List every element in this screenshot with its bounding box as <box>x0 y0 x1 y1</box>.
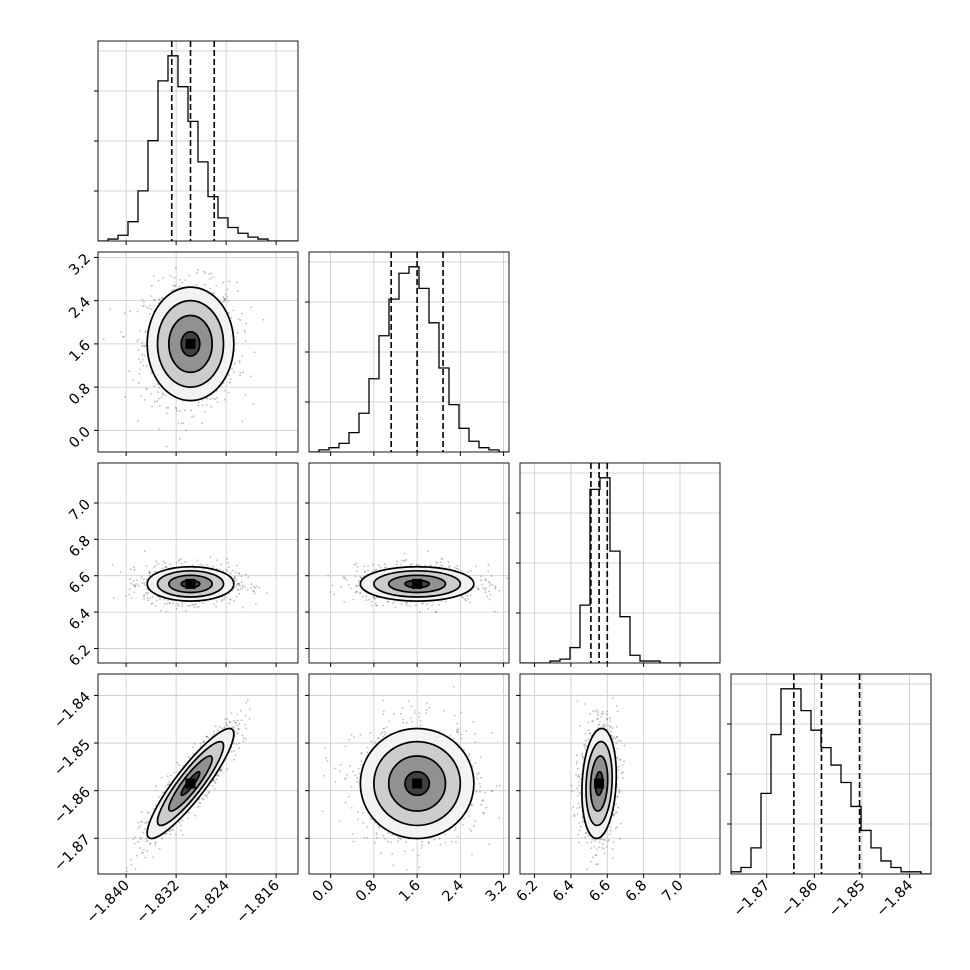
y-tick-label-1-3: 2.4 <box>66 294 94 322</box>
scatter-panel-3-2: 6.2 6.4 6.6 6.8 7.0 <box>514 673 721 906</box>
y-tick-label-2-3: 6.8 <box>66 533 94 561</box>
x-tick-label-3-3: −1.84 <box>874 878 917 921</box>
x-tick-label-0-0: −1.840 <box>84 878 133 927</box>
histogram-panel-2 <box>516 462 721 667</box>
x-tick-label-3-1: −1.86 <box>778 878 821 921</box>
y-tick-label-3-3: −1.84 <box>51 689 94 732</box>
x-tick-label-2-3: 6.8 <box>623 878 651 906</box>
y-tick-label-1-2: 1.6 <box>66 338 94 366</box>
x-tick-label-3-2: −1.85 <box>826 878 869 921</box>
x-tick-label-0-2: −1.824 <box>184 878 233 927</box>
histogram-2 <box>520 477 720 663</box>
density-peak-3-1 <box>412 778 423 789</box>
y-tick-label-3-0: −1.87 <box>51 832 94 875</box>
y-tick-label-1-1: 0.8 <box>66 381 94 409</box>
density-peak-3-0 <box>185 778 196 789</box>
y-tick-label-3-1: −1.86 <box>51 784 94 827</box>
histogram-panel-0 <box>94 40 299 245</box>
x-tick-label-2-2: 6.6 <box>586 878 614 906</box>
density-peak-3-2 <box>594 778 605 789</box>
y-tick-label-2-1: 6.4 <box>66 606 94 634</box>
scatter-panel-2-0: 6.2 6.4 6.6 6.8 7.0 <box>66 462 299 670</box>
x-tick-label-1-2: 1.6 <box>396 878 424 906</box>
histogram-1 <box>309 266 509 452</box>
y-tick-label-1-4: 3.2 <box>66 251 94 279</box>
histogram-0 <box>98 55 298 241</box>
x-tick-label-0-3: −1.816 <box>234 878 283 927</box>
y-tick-label-3-2: −1.85 <box>51 737 94 780</box>
histogram-panel-1 <box>305 251 510 456</box>
x-tick-label-2-1: 6.4 <box>550 878 578 906</box>
x-tick-label-3-0: −1.87 <box>731 878 774 921</box>
scatter-panel-3-1: 0.0 0.8 1.6 2.4 3.2 <box>305 673 511 906</box>
x-tick-label-1-1: 0.8 <box>353 878 381 906</box>
histogram-3 <box>731 688 931 874</box>
scatter-panel-1-0: 0.0 0.8 1.6 2.4 3.2 <box>66 251 299 456</box>
x-tick-label-0-1: −1.832 <box>134 878 183 927</box>
x-tick-label-1-3: 2.4 <box>440 878 468 906</box>
density-peak-2-1 <box>412 578 423 589</box>
x-tick-label-2-0: 6.2 <box>514 878 542 906</box>
x-tick-label-1-4: 3.2 <box>483 878 511 906</box>
y-tick-label-2-2: 6.6 <box>66 569 94 597</box>
scatter-panel-3-0: −1.87 −1.86−1.85 −1.84 −1.840 −1.832 −1.824 −1… <box>51 673 299 927</box>
y-tick-label-1-0: 0.0 <box>66 424 94 452</box>
scatter-panel-2-1 <box>305 462 510 667</box>
histogram-panel-3: −1.87 −1.86 −1.85 −1.84 <box>727 673 932 921</box>
density-peak-1-0 <box>185 338 196 349</box>
x-tick-label-1-0: 0.0 <box>310 878 338 906</box>
x-tick-label-2-4: 7.0 <box>659 878 687 906</box>
density-peak-2-0 <box>185 578 196 589</box>
y-tick-label-2-0: 6.2 <box>66 642 94 670</box>
y-tick-label-2-4: 7.0 <box>66 497 94 525</box>
